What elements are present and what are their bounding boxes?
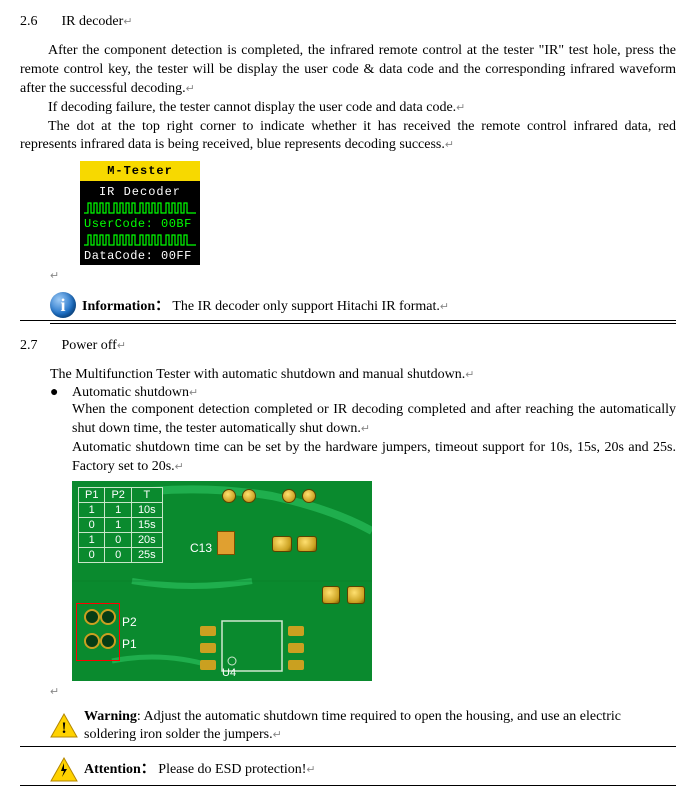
ir-waveform-1 <box>80 201 200 215</box>
pcb-pad <box>347 586 365 604</box>
para-2-6-3: The dot at the top right corner to indic… <box>20 118 676 156</box>
return-mark: ↵ <box>50 269 676 282</box>
jumper-pad <box>84 633 100 649</box>
heading-2-6: 2.6 IR decoder↵ <box>20 14 676 30</box>
jumper-pad <box>100 633 116 649</box>
jumper-pad <box>84 609 100 625</box>
pcb-pad <box>242 489 256 503</box>
para-2-6-2: If decoding failure, the tester cannot d… <box>20 99 676 118</box>
return-mark: ↵ <box>50 685 676 698</box>
section-num: 2.6 <box>20 14 58 30</box>
jumper-pad <box>100 609 116 625</box>
pcb-pad <box>272 536 292 552</box>
ir-waveform-2 <box>80 233 200 247</box>
jumper-table: P1P2T 1110s 0115s 1020s 0025s <box>78 487 163 563</box>
pcb-pad <box>322 586 340 604</box>
warning-callout: ! Warning: Adjust the automatic shutdown… <box>20 704 676 747</box>
section-title: Power off <box>62 338 117 353</box>
mtester-subtitle: IR Decoder <box>80 181 200 201</box>
c13-label: C13 <box>190 541 212 555</box>
para-2-7-2: When the component detection completed o… <box>72 401 676 439</box>
return-mark: ↵ <box>117 340 126 352</box>
information-callout: i Information： The IR decoder only suppo… <box>20 288 676 321</box>
section-title: IR decoder <box>62 14 124 29</box>
usercode-line: UserCode: 00BF <box>80 215 200 233</box>
para-2-6-1: After the component detection is complet… <box>20 42 676 99</box>
warning-text: Warning: Adjust the automatic shutdown t… <box>84 708 676 744</box>
heading-2-7: 2.7 Power off↵ <box>20 338 676 354</box>
return-mark: ↵ <box>123 16 132 28</box>
p-labels: P2 P1 <box>122 611 137 655</box>
section-num: 2.7 <box>20 338 58 354</box>
info-text: Information： The IR decoder only support… <box>82 295 449 315</box>
esd-icon <box>50 757 78 783</box>
para-2-7-1: The Multifunction Tester with automatic … <box>50 366 676 385</box>
svg-text:!: ! <box>61 720 66 737</box>
bullet-dot: ● <box>50 385 72 401</box>
datacode-line: DataCode: 00FF <box>80 247 200 265</box>
pcb-figure: P1P2T 1110s 0115s 1020s 0025s C13 <box>72 481 676 681</box>
smd-component <box>217 531 235 555</box>
info-icon: i <box>50 292 76 318</box>
separator <box>50 323 676 324</box>
pcb-pad <box>222 489 236 503</box>
pcb-pad <box>282 489 296 503</box>
pcb-pad <box>297 536 317 552</box>
mtester-title: M-Tester <box>80 161 200 181</box>
attention-text: Attention： Please do ESD protection!↵ <box>84 761 316 779</box>
bullet-label: Automatic shutdown↵ <box>72 385 198 401</box>
warning-icon: ! <box>50 713 78 739</box>
pcb-pad <box>302 489 316 503</box>
para-2-7-3: Automatic shutdown time can be set by th… <box>72 439 676 477</box>
mtester-display: M-Tester IR Decoder UserCode: 00BF DataC… <box>80 161 676 265</box>
u4-label: U4 <box>222 667 236 679</box>
attention-callout: Attention： Please do ESD protection!↵ <box>20 753 676 786</box>
bullet-auto-shutdown: ● Automatic shutdown↵ <box>50 385 676 401</box>
